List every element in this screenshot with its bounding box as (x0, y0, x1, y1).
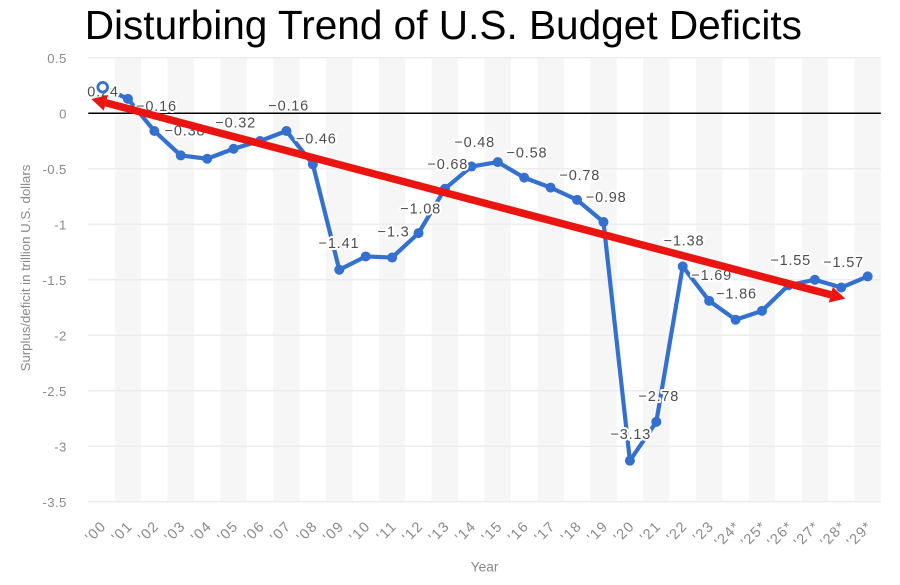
svg-text:−1.41: −1.41 (319, 236, 360, 252)
svg-text:−0.32: −0.32 (215, 115, 256, 131)
svg-text:−0.98: −0.98 (586, 190, 627, 206)
svg-text:'13: '13 (426, 519, 453, 546)
svg-text:'19: '19 (585, 519, 612, 546)
svg-text:0: 0 (59, 106, 67, 121)
svg-text:'17: '17 (532, 519, 559, 546)
svg-text:'26*: '26* (765, 519, 797, 551)
svg-text:−3.13: −3.13 (610, 427, 651, 443)
svg-text:-0.5: -0.5 (42, 162, 66, 177)
svg-text:'04: '04 (188, 519, 215, 546)
svg-text:'00: '00 (83, 519, 110, 546)
svg-text:'01: '01 (109, 519, 136, 546)
svg-text:−0.48: −0.48 (454, 135, 495, 151)
svg-text:'25*: '25* (738, 519, 770, 551)
svg-text:'15: '15 (479, 519, 506, 546)
svg-text:'12: '12 (400, 519, 427, 546)
svg-text:'21: '21 (637, 519, 664, 546)
svg-text:'10: '10 (347, 519, 374, 546)
svg-text:−2.78: −2.78 (638, 389, 679, 405)
svg-text:'16: '16 (505, 519, 532, 546)
svg-text:'06: '06 (241, 519, 268, 546)
svg-text:'27*: '27* (791, 519, 823, 551)
svg-text:−0.16: −0.16 (268, 98, 309, 114)
svg-text:−0.58: −0.58 (507, 146, 548, 162)
svg-text:-3.5: -3.5 (42, 495, 66, 510)
svg-text:'05: '05 (215, 519, 242, 546)
svg-text:'03: '03 (162, 519, 189, 546)
svg-text:−1.57: −1.57 (823, 255, 864, 271)
svg-text:−0.46: −0.46 (296, 132, 337, 148)
svg-text:0.5: 0.5 (47, 51, 67, 66)
svg-text:-1: -1 (54, 217, 67, 232)
svg-text:−1.3: −1.3 (378, 225, 410, 241)
svg-text:'07: '07 (268, 519, 295, 546)
svg-text:−1.08: −1.08 (400, 201, 441, 217)
svg-text:−0.78: −0.78 (559, 168, 600, 184)
svg-text:−1.69: −1.69 (691, 268, 732, 284)
svg-text:'29*: '29* (844, 519, 876, 551)
svg-text:-2.5: -2.5 (42, 384, 66, 399)
svg-text:'28*: '28* (818, 519, 850, 551)
svg-text:−1.38: −1.38 (664, 234, 705, 250)
svg-text:'09: '09 (320, 519, 347, 546)
svg-text:−1.55: −1.55 (770, 253, 811, 269)
svg-text:'22: '22 (664, 519, 691, 546)
svg-text:Year: Year (471, 560, 499, 575)
svg-text:-2: -2 (54, 328, 67, 343)
svg-text:Disturbing Trend of U.S. Budge: Disturbing Trend of U.S. Budget Deficits (85, 2, 802, 48)
svg-text:'20: '20 (611, 519, 638, 546)
svg-text:−1.86: −1.86 (716, 287, 757, 303)
svg-text:'24*: '24* (712, 519, 744, 551)
svg-text:Surplus/deficit in trillion U.: Surplus/deficit in trillion U.S. dollars (18, 164, 33, 371)
svg-text:-1.5: -1.5 (42, 273, 66, 288)
svg-text:−0.68: −0.68 (427, 157, 468, 173)
svg-text:'02: '02 (135, 519, 162, 546)
svg-text:-3: -3 (54, 439, 67, 454)
svg-text:'18: '18 (558, 519, 585, 546)
svg-text:'11: '11 (374, 519, 400, 545)
svg-text:'14: '14 (452, 519, 479, 546)
svg-text:'08: '08 (294, 519, 321, 546)
